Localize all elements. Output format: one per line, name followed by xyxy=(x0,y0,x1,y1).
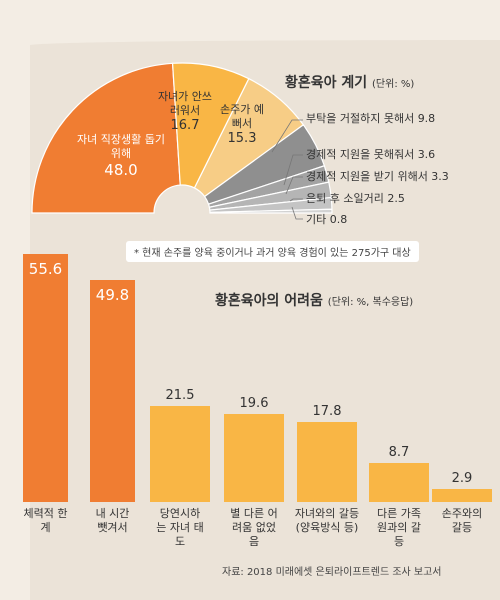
slice-label-0: 자녀 직장생활 돕기 위해 xyxy=(77,133,165,160)
bar-category-5: 다른 가족원과의 갈등 xyxy=(377,507,421,548)
pie-slice-7 xyxy=(209,208,333,214)
pie-label-0: 자녀 직장생활 돕기 위해 48.0 xyxy=(62,133,180,179)
pie-title: 황혼육아 계기 (단위: %) xyxy=(285,75,415,91)
leader-line-4 xyxy=(283,154,303,186)
bar-category-4: 자녀와의 갈등 (양육방식 등) xyxy=(294,507,360,534)
bar-category-3: 별 다른 어려움 없었음 xyxy=(230,507,278,548)
bar-value-1: 49.8 xyxy=(95,285,130,304)
bar-value-6: 2.9 xyxy=(451,471,473,487)
bar-category-1: 내 시간 뺏겨서 xyxy=(95,507,130,534)
bar-title: 황혼육아의 어려움 (단위: %, 복수응답) xyxy=(215,293,414,309)
slice-value-0: 48.0 xyxy=(104,161,138,179)
bar-5 xyxy=(369,463,429,502)
bar-value-3: 19.6 xyxy=(239,396,269,412)
outer-label-5: 경제적 지원을 받기 위해서 3.3 xyxy=(306,170,449,183)
leader-line-6 xyxy=(289,198,303,202)
bar-value-0: 55.6 xyxy=(28,259,63,278)
leader-line-3 xyxy=(271,119,303,153)
outer-label-3: 부탁을 거절하지 못해서 9.8 xyxy=(306,112,436,125)
slice-label-1: 자녀가 안쓰러워서 xyxy=(157,90,213,117)
bar-1 xyxy=(90,279,135,502)
bar-value-2: 21.5 xyxy=(165,387,195,403)
slice-value-2: 15.3 xyxy=(227,131,257,146)
bar-category-2: 당연시하는 자녀 태도 xyxy=(156,507,204,548)
pie-label-1: 자녀가 안쓰러워서 16.7 xyxy=(150,90,220,133)
bar-value-4: 17.8 xyxy=(312,404,342,420)
bar-3 xyxy=(224,414,284,502)
donut-chart xyxy=(31,62,333,214)
pie-label-2: 손주가 예뻐서 15.3 xyxy=(212,103,272,146)
bar-value-5: 8.7 xyxy=(388,445,410,461)
slice-label-2: 손주가 예뻐서 xyxy=(220,103,264,130)
bar-2 xyxy=(150,405,210,502)
bar-category-0: 체력적 한계 xyxy=(23,507,68,534)
outer-label-6: 은퇴 후 소일거리 2.5 xyxy=(306,192,405,205)
bar-6 xyxy=(432,489,492,502)
outer-label-7: 기타 0.8 xyxy=(306,213,348,226)
leader-line-7 xyxy=(291,206,303,220)
pie-footnote: * 현재 손주를 양육 중이거나 과거 양육 경험이 있는 275가구 대상 xyxy=(126,241,419,262)
bar-4 xyxy=(297,422,357,502)
bar-0 xyxy=(23,253,68,502)
bar-category-6: 손주와의 갈등 xyxy=(441,507,483,534)
source-note: 자료: 2018 미래에셋 은퇴라이프트렌드 조사 보고서 xyxy=(222,567,442,578)
pie-slice-0 xyxy=(31,62,181,214)
outer-label-4: 경제적 지원을 못해줘서 3.6 xyxy=(306,148,436,161)
slice-value-1: 16.7 xyxy=(170,118,200,133)
leader-line-5 xyxy=(285,176,303,195)
leader-lines xyxy=(271,119,303,220)
